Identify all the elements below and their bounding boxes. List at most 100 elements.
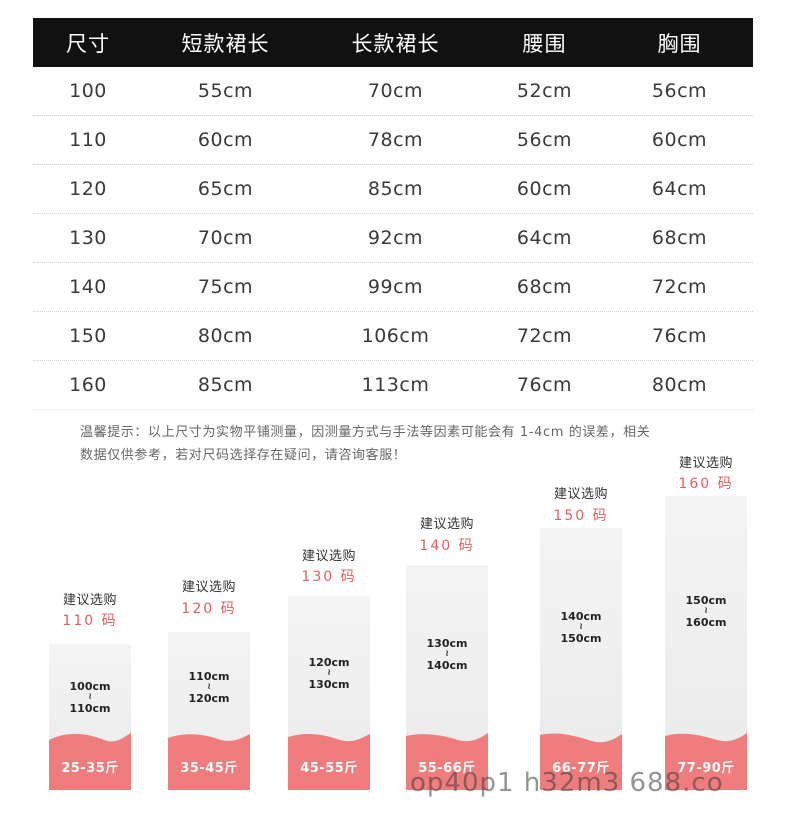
long-length-cell: 70cm (367, 80, 424, 102)
table-row: 130 70cm 92cm 64cm 68cm (33, 214, 753, 263)
height-from: 130cm (426, 637, 468, 650)
weight-range: 35-45斤 (180, 761, 238, 776)
note-line-2: 数据仅供参考，若对尺码选择存在疑问，请咨询客服！ (80, 448, 407, 463)
height-from: 150cm (685, 594, 727, 607)
recommend-label: 建议选购 (419, 517, 474, 532)
height-bar: 110cm ≀ 120cm 35-45斤 (168, 632, 250, 790)
short-length-cell: 55cm (197, 80, 254, 102)
waist-cell: 52cm (516, 80, 573, 102)
height-from: 120cm (308, 656, 350, 669)
short-length-cell: 85cm (197, 374, 254, 396)
table-row: 120 65cm 85cm 60cm 64cm (33, 165, 753, 214)
approx-symbol: ≀ (445, 649, 449, 659)
recommendation-150: 建议选购 150 码 140cm ≀ 150cm 66-77斤 (540, 440, 622, 790)
weight-range: 66-77斤 (552, 761, 610, 776)
size-recommendation-chart: 建议选购 110 码 100cm ≀ 110cm 25-35斤 建议选购 120… (0, 440, 790, 818)
height-range: 110cm ≀ 120cm (168, 670, 250, 705)
height-bar: 150cm ≀ 160cm 77-90斤 (665, 496, 747, 790)
recommend-size: 160 码 (678, 476, 734, 492)
long-length-cell: 85cm (367, 178, 424, 200)
chest-cell: 72cm (651, 276, 708, 298)
short-length-cell: 70cm (197, 227, 254, 249)
height-to: 120cm (188, 692, 230, 705)
short-length-cell: 60cm (197, 129, 254, 151)
size-cell: 150 (69, 325, 107, 347)
header-long-length: 长款裙长 (351, 31, 440, 56)
chest-cell: 64cm (651, 178, 708, 200)
size-cell: 160 (69, 374, 107, 396)
size-cell: 110 (69, 129, 107, 151)
note-line-1: 温馨提示：以上尺寸为实物平铺测量，因测量方式与手法等因素可能会有 1-4cm 的… (80, 425, 651, 440)
wave-band (49, 733, 131, 790)
waist-cell: 64cm (516, 227, 573, 249)
chest-cell: 56cm (651, 80, 708, 102)
table-row: 100 55cm 70cm 52cm 56cm (33, 67, 753, 116)
table-row: 140 75cm 99cm 68cm 72cm (33, 263, 753, 312)
recommend-size: 130 码 (301, 569, 357, 585)
weight-range: 25-35斤 (61, 761, 119, 776)
recommendation-130: 建议选购 130 码 120cm ≀ 130cm 45-55斤 (288, 440, 370, 790)
table-header: 尺寸 短款裙长 长款裙长 腰围 胸围 (33, 18, 753, 67)
chest-cell: 68cm (651, 227, 708, 249)
height-range: 150cm ≀ 160cm (665, 594, 747, 629)
size-cell: 100 (69, 80, 107, 102)
size-cell: 140 (69, 276, 107, 298)
height-to: 110cm (69, 702, 111, 715)
measurement-note: 温馨提示：以上尺寸为实物平铺测量，因测量方式与手法等因素可能会有 1-4cm 的… (80, 421, 720, 467)
recommend-size: 140 码 (419, 538, 475, 554)
height-to: 150cm (560, 632, 602, 645)
header-chest: 胸围 (657, 31, 702, 56)
short-length-cell: 65cm (197, 178, 254, 200)
height-to: 140cm (426, 659, 468, 672)
weight-range: 77-90斤 (677, 761, 735, 776)
recommend-size: 110 码 (62, 613, 118, 629)
chest-cell: 80cm (651, 374, 708, 396)
long-length-cell: 99cm (367, 276, 424, 298)
height-range: 130cm ≀ 140cm (406, 637, 488, 672)
height-from: 110cm (188, 670, 230, 683)
table-row: 160 85cm 113cm 76cm 80cm (33, 361, 753, 410)
height-from: 140cm (560, 610, 602, 623)
recommendation-120: 建议选购 120 码 110cm ≀ 120cm 35-45斤 (168, 440, 250, 790)
long-length-cell: 113cm (361, 374, 430, 396)
recommendation-140: 建议选购 140 码 130cm ≀ 140cm 55-66斤 (406, 440, 488, 790)
wave-band (406, 733, 488, 790)
waist-cell: 72cm (516, 325, 573, 347)
waist-cell: 56cm (516, 129, 573, 151)
size-table: 尺寸 短款裙长 长款裙长 腰围 胸围 100 55cm 70cm 52cm 56… (33, 18, 753, 410)
header-short-length: 短款裙长 (181, 31, 270, 56)
size-cell: 120 (69, 178, 107, 200)
recommend-label: 建议选购 (678, 456, 733, 471)
approx-symbol: ≀ (327, 668, 331, 678)
recommend-label: 建议选购 (553, 487, 608, 502)
table-row: 110 60cm 78cm 56cm 60cm (33, 116, 753, 165)
long-length-cell: 92cm (367, 227, 424, 249)
approx-symbol: ≀ (579, 622, 583, 632)
approx-symbol: ≀ (704, 606, 708, 616)
chest-cell: 60cm (651, 129, 708, 151)
height-range: 120cm ≀ 130cm (288, 656, 370, 691)
long-length-cell: 78cm (367, 129, 424, 151)
short-length-cell: 75cm (197, 276, 254, 298)
watermark: op40p1 h32m3 688.co (410, 768, 724, 798)
size-cell: 130 (69, 227, 107, 249)
wave-band (665, 733, 747, 790)
waist-cell: 68cm (516, 276, 573, 298)
recommend-size: 150 码 (553, 508, 609, 524)
approx-symbol: ≀ (207, 682, 211, 692)
wave-band (288, 733, 370, 790)
height-from: 100cm (69, 680, 111, 693)
recommend-label: 建议选购 (301, 549, 356, 564)
recommendation-110: 建议选购 110 码 100cm ≀ 110cm 25-35斤 (49, 440, 131, 790)
weight-range: 45-55斤 (300, 761, 358, 776)
header-size: 尺寸 (66, 31, 110, 56)
waist-cell: 60cm (516, 178, 573, 200)
recommendation-160: 建议选购 160 码 150cm ≀ 160cm 77-90斤 (665, 440, 747, 790)
waist-cell: 76cm (516, 374, 573, 396)
height-bar: 130cm ≀ 140cm 55-66斤 (406, 565, 488, 790)
chest-cell: 76cm (651, 325, 708, 347)
weight-range: 55-66斤 (418, 761, 476, 776)
height-bar: 140cm ≀ 150cm 66-77斤 (540, 528, 622, 790)
recommend-label: 建议选购 (181, 580, 236, 595)
long-length-cell: 106cm (361, 325, 430, 347)
